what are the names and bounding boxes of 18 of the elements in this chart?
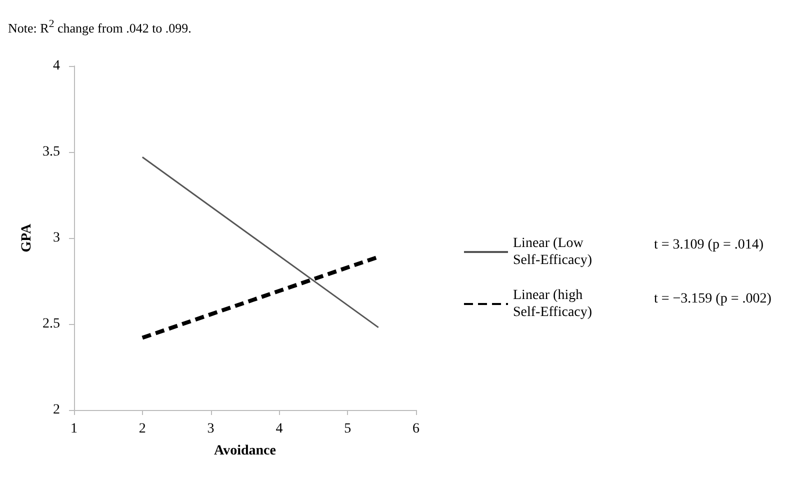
y-tick-label: 4	[53, 58, 60, 74]
y-tick-label: 2.5	[42, 316, 60, 332]
y-tick-label: 3	[53, 230, 60, 246]
x-tick-label: 3	[207, 422, 214, 436]
x-tick-label: 5	[344, 422, 352, 436]
y-tick-label: 2	[53, 402, 60, 418]
x-tick-label: 1	[70, 422, 78, 436]
x-axis-title: Avoidance	[214, 444, 276, 458]
x-tick-label: 6	[412, 422, 420, 436]
legend-label: Linear (Low Self-Efficacy)	[513, 236, 592, 268]
text: Note: R$^{2}$ change from .042 to .099.	[8, 18, 192, 36]
x-tick-label: 2	[138, 422, 146, 436]
y-tick-label: 3.5	[42, 144, 60, 160]
x-tick-label: 4	[276, 422, 283, 436]
legend-label: Linear (high Self-Efficacy)	[513, 288, 592, 320]
text: t = 3.109 (p = .014)	[654, 238, 764, 252]
text: t = −3.159 (p = .002)	[654, 292, 772, 306]
y-axis-title: GPA	[20, 222, 34, 252]
